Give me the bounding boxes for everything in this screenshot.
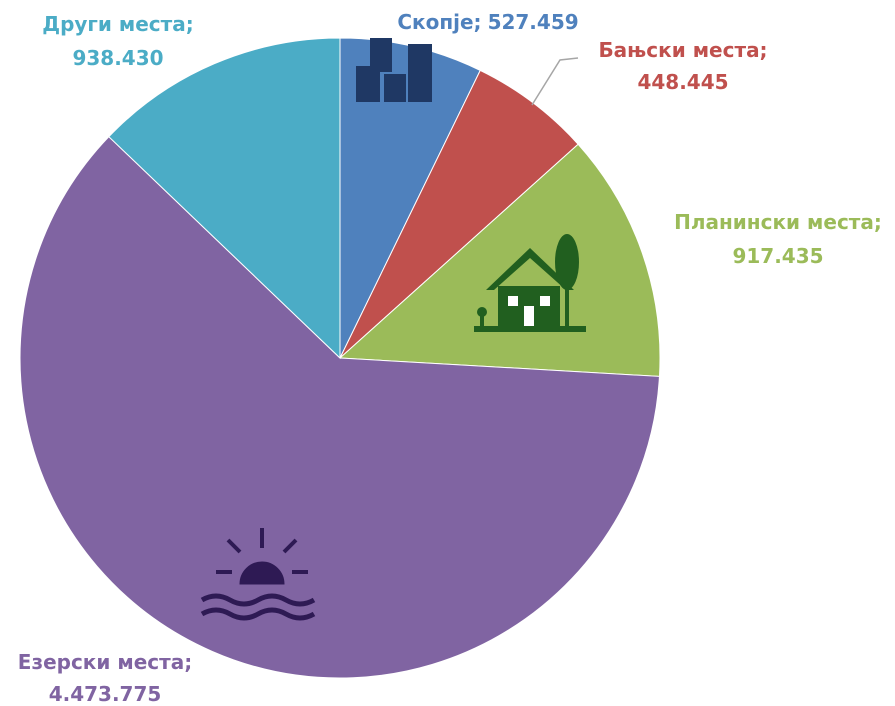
label-value: 938.430 [72,46,163,70]
lake-icon [200,528,316,621]
label-category: Бањски места; [598,38,767,62]
pie-slice [108,37,341,360]
data-label: Други места; 938.430 [42,12,193,70]
label-value: 448.445 [637,70,728,94]
label-value: 527.459 [488,10,579,34]
pie [19,37,661,679]
data-label: Планински места; 917.435 [674,210,882,268]
data-label: Бањски места; 448.445 [598,38,767,94]
data-label: Езерски места; 4.473.775 [18,650,192,706]
label-value: 4.473.775 [49,682,162,706]
label-category: Скопје; [397,10,481,34]
label-category: Други места; [42,12,193,36]
labels: Скопје; 527.459 Бањски места; 448.445 Планин… [18,10,882,706]
label-category: Езерски места; [18,650,192,674]
city-icon [356,38,432,102]
label-category: Планински места; [674,210,882,234]
pie-slice [19,135,660,679]
label-value: 917.435 [732,244,823,268]
leader-line [531,57,579,106]
data-label: Скопје; 527.459 [397,10,578,34]
house-windows [508,296,550,326]
pie-slice [338,143,661,377]
